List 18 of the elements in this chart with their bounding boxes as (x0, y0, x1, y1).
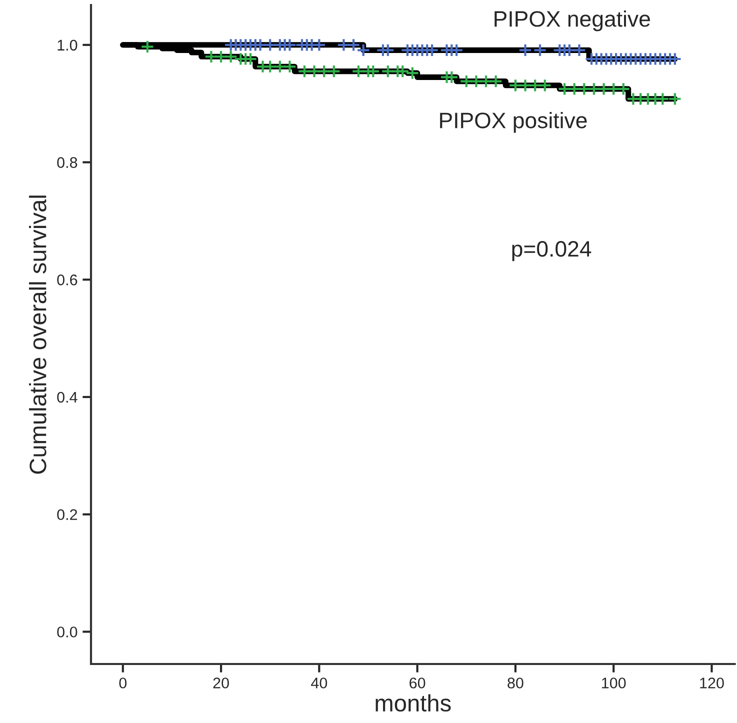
y-tick-label: 0.6 (57, 274, 78, 286)
series-label: PIPOX negative (494, 10, 650, 32)
x-tick-label: 0 (119, 678, 127, 688)
series-label: PIPOX positive (440, 112, 587, 133)
x-tick-label: 100 (602, 678, 626, 688)
x-axis-title: months (376, 694, 451, 712)
x-tick-label: 20 (213, 678, 229, 688)
x-tick-label: 120 (700, 678, 724, 688)
y-tick-label: 0.8 (57, 157, 78, 168)
x-tick-label: 80 (508, 678, 524, 688)
x-tick-label: 60 (410, 678, 426, 688)
x-tick-label: 40 (311, 678, 328, 688)
y-tick-label: 1.0 (58, 40, 78, 51)
y-axis-title: Cumulative overall survival (29, 196, 46, 474)
y-tick-label: 0.4 (57, 392, 78, 403)
annotation: p=0.024 (512, 241, 592, 262)
y-tick-label: 0.0 (57, 626, 78, 638)
y-tick-label: 0.2 (57, 509, 78, 520)
